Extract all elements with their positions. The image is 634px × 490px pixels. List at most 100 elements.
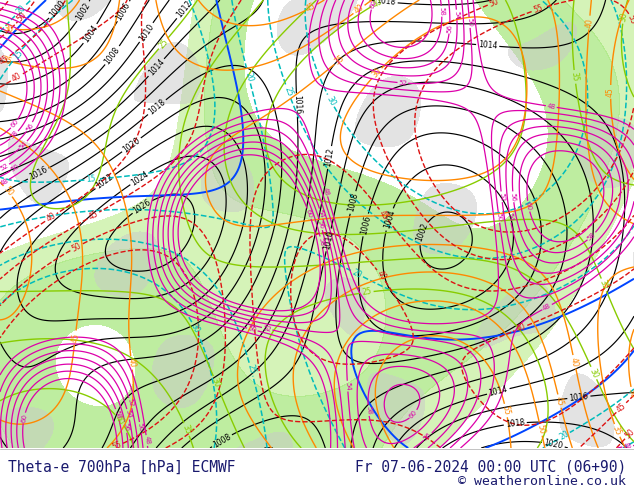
Text: 35: 35 [1, 55, 12, 66]
Text: 1012: 1012 [174, 0, 193, 20]
Text: 54: 54 [344, 382, 351, 391]
Text: Fr 07-06-2024 00:00 UTC (06+90): Fr 07-06-2024 00:00 UTC (06+90) [355, 460, 626, 475]
Text: 52: 52 [398, 79, 408, 86]
Text: 1014: 1014 [488, 385, 508, 398]
Text: 54: 54 [453, 10, 460, 20]
Text: 1018: 1018 [505, 418, 525, 429]
Text: 48: 48 [143, 436, 150, 445]
Text: 1016: 1016 [27, 165, 49, 182]
Text: 56: 56 [446, 24, 453, 33]
Text: 25: 25 [245, 364, 257, 375]
Text: 1002: 1002 [415, 222, 430, 243]
Text: 45: 45 [606, 87, 615, 97]
Text: 1004: 1004 [382, 209, 396, 230]
Text: 30: 30 [189, 322, 202, 335]
Text: 60: 60 [408, 409, 418, 419]
Text: 30: 30 [325, 94, 337, 107]
Text: 25: 25 [361, 287, 372, 297]
Text: 1018: 1018 [376, 0, 396, 7]
Text: 40: 40 [585, 17, 594, 28]
Text: 50: 50 [535, 423, 546, 435]
Text: 48: 48 [623, 442, 633, 450]
Text: 45: 45 [554, 395, 565, 407]
Text: 40: 40 [375, 269, 387, 282]
Text: 45: 45 [377, 208, 391, 221]
Text: 30: 30 [3, 24, 14, 34]
Text: 40: 40 [113, 413, 126, 426]
Text: 1002: 1002 [74, 0, 92, 22]
Text: 35: 35 [611, 424, 623, 437]
Text: 1008: 1008 [346, 192, 359, 213]
Text: 35: 35 [598, 279, 610, 291]
Text: 1010: 1010 [322, 230, 335, 250]
Text: 1000: 1000 [48, 0, 67, 20]
Text: 58: 58 [113, 409, 122, 419]
Text: 20: 20 [558, 430, 571, 442]
Text: 45: 45 [87, 209, 100, 222]
Text: 52: 52 [498, 192, 505, 201]
Text: 20: 20 [243, 71, 254, 83]
Text: 1020: 1020 [121, 136, 142, 154]
Text: 40: 40 [569, 356, 579, 368]
Text: 50: 50 [137, 422, 144, 432]
Text: 56: 56 [510, 192, 517, 201]
Text: © weatheronline.co.uk: © weatheronline.co.uk [458, 475, 626, 489]
Text: 58: 58 [9, 130, 20, 140]
Text: 1004: 1004 [81, 23, 100, 44]
Text: 1016: 1016 [292, 95, 302, 115]
Text: 30: 30 [627, 388, 634, 399]
Text: 30: 30 [588, 367, 600, 379]
Text: 1014: 1014 [146, 57, 166, 77]
Text: 40: 40 [515, 322, 527, 334]
Text: 52: 52 [126, 398, 134, 408]
Text: 55: 55 [532, 3, 544, 15]
Text: 1010: 1010 [137, 22, 155, 43]
Text: 40: 40 [126, 358, 136, 368]
Text: 56: 56 [122, 422, 129, 432]
Text: 50: 50 [466, 18, 473, 27]
Text: 50: 50 [495, 213, 502, 222]
Text: 1022: 1022 [94, 172, 115, 191]
Text: 52: 52 [262, 325, 272, 333]
Text: 35: 35 [333, 53, 346, 67]
Text: 58: 58 [318, 237, 325, 247]
Text: 45: 45 [305, 1, 318, 14]
Text: 50: 50 [488, 0, 500, 8]
Text: 50: 50 [623, 427, 634, 441]
Text: 1026: 1026 [131, 197, 153, 216]
Text: 45: 45 [0, 53, 11, 66]
Text: 60: 60 [20, 413, 28, 423]
Text: 1008: 1008 [103, 45, 122, 66]
Text: 20: 20 [351, 268, 363, 280]
Text: 54: 54 [124, 409, 132, 419]
Text: 56: 56 [316, 220, 325, 230]
Text: 58: 58 [439, 7, 445, 16]
Text: 40: 40 [371, 0, 384, 9]
Text: 1006: 1006 [115, 0, 133, 22]
Text: Theta-e 700hPa [hPa] ECMWF: Theta-e 700hPa [hPa] ECMWF [8, 460, 235, 475]
Text: 48: 48 [541, 302, 552, 312]
Text: 55: 55 [500, 405, 512, 416]
Text: 50: 50 [247, 325, 257, 334]
Text: 30: 30 [210, 376, 222, 389]
Text: 54: 54 [317, 209, 325, 219]
Text: 35: 35 [181, 423, 193, 436]
Text: 45: 45 [614, 401, 628, 414]
Text: 54: 54 [18, 140, 29, 150]
Text: 52: 52 [0, 162, 10, 171]
Text: 1006: 1006 [359, 215, 372, 235]
Text: 48: 48 [547, 103, 556, 110]
Text: 30: 30 [370, 67, 384, 80]
Text: 15: 15 [86, 174, 96, 184]
Text: 1020: 1020 [543, 438, 564, 450]
Text: 60: 60 [369, 0, 378, 10]
Text: 40: 40 [44, 211, 58, 224]
Text: 58: 58 [365, 406, 372, 415]
Text: 15: 15 [11, 48, 24, 61]
Text: 50: 50 [16, 10, 29, 24]
Text: 60: 60 [305, 208, 314, 219]
Text: 1024: 1024 [129, 169, 150, 187]
Text: 20: 20 [15, 3, 28, 16]
Text: 40: 40 [353, 3, 366, 16]
Text: 40: 40 [11, 71, 23, 84]
